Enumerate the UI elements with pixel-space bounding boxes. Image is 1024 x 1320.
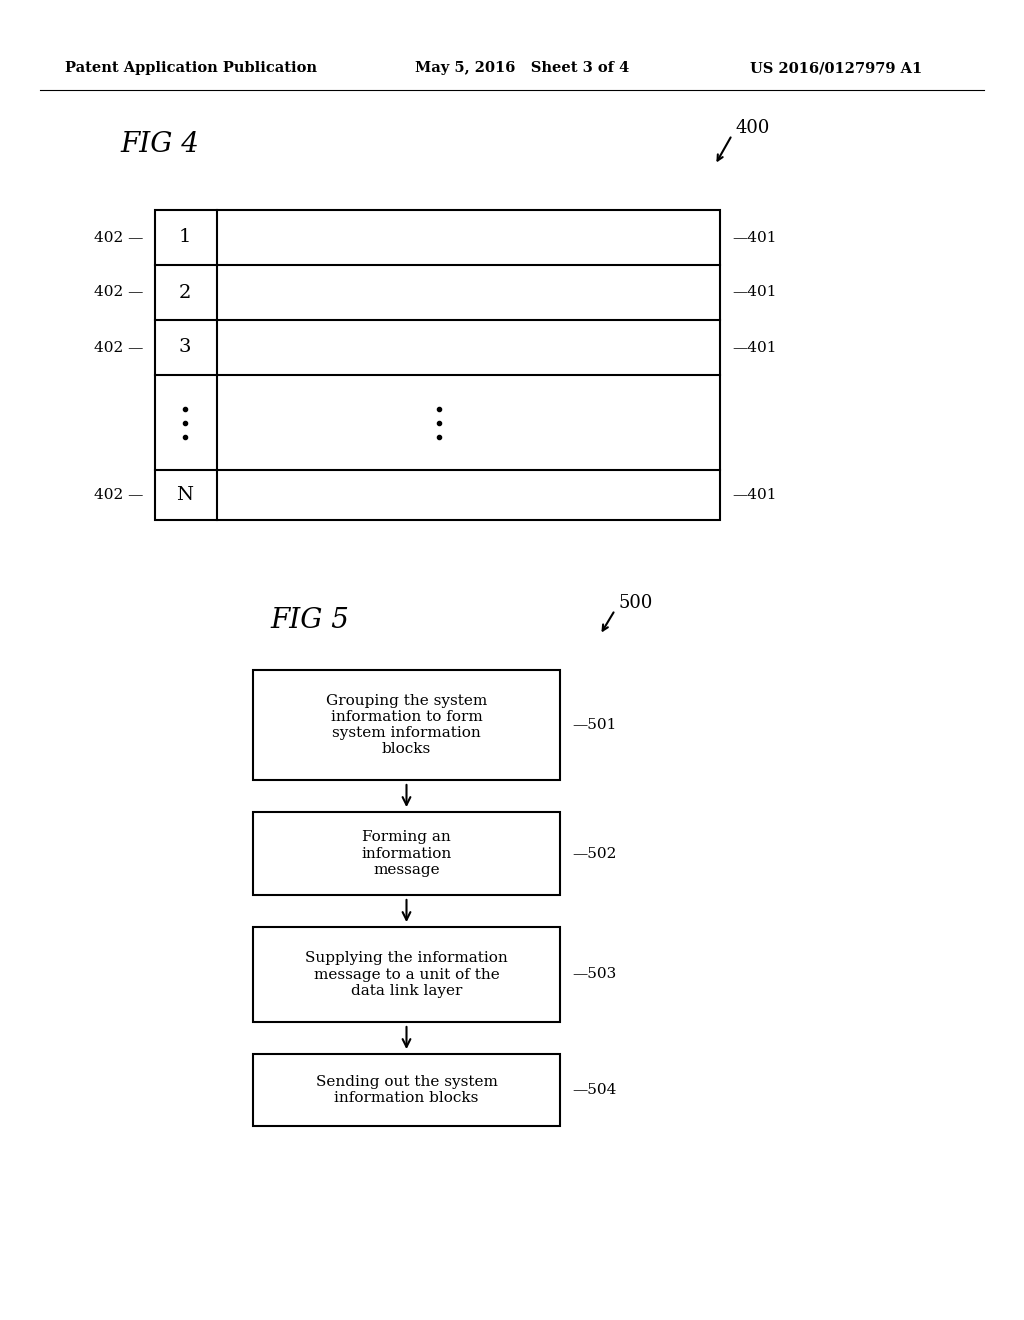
Text: May 5, 2016   Sheet 3 of 4: May 5, 2016 Sheet 3 of 4 bbox=[415, 61, 630, 75]
Text: 400: 400 bbox=[735, 119, 769, 137]
Text: 500: 500 bbox=[618, 594, 652, 612]
Bar bbox=[253, 671, 560, 780]
Text: 1: 1 bbox=[179, 228, 191, 247]
Text: —504: —504 bbox=[572, 1082, 616, 1097]
Bar bbox=[253, 1053, 560, 1126]
Text: 3: 3 bbox=[179, 338, 191, 356]
Text: —503: —503 bbox=[572, 968, 616, 982]
Text: Grouping the system
information to form
system information
blocks: Grouping the system information to form … bbox=[326, 694, 487, 756]
Text: Sending out the system
information blocks: Sending out the system information block… bbox=[315, 1074, 498, 1105]
Text: —401: —401 bbox=[732, 231, 776, 244]
Text: US 2016/0127979 A1: US 2016/0127979 A1 bbox=[750, 61, 923, 75]
Text: Forming an
information
message: Forming an information message bbox=[361, 830, 452, 876]
Text: —502: —502 bbox=[572, 846, 616, 861]
Bar bbox=[253, 927, 560, 1022]
Text: FIG 5: FIG 5 bbox=[270, 606, 349, 634]
Text: 402 —: 402 — bbox=[93, 488, 143, 502]
Text: N: N bbox=[176, 486, 194, 504]
Bar bbox=[155, 210, 720, 520]
Text: 402 —: 402 — bbox=[93, 285, 143, 300]
Text: —501: —501 bbox=[572, 718, 616, 733]
Text: 402 —: 402 — bbox=[93, 231, 143, 244]
Text: —401: —401 bbox=[732, 341, 776, 355]
Text: —401: —401 bbox=[732, 488, 776, 502]
Text: 2: 2 bbox=[179, 284, 191, 301]
Text: —401: —401 bbox=[732, 285, 776, 300]
Text: Patent Application Publication: Patent Application Publication bbox=[65, 61, 317, 75]
Text: FIG 4: FIG 4 bbox=[120, 132, 199, 158]
Bar bbox=[253, 812, 560, 895]
Text: 402 —: 402 — bbox=[93, 341, 143, 355]
Text: Supplying the information
message to a unit of the
data link layer: Supplying the information message to a u… bbox=[305, 952, 508, 998]
